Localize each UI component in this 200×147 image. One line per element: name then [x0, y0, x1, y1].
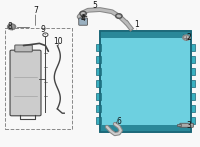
Bar: [96, 56, 101, 63]
Circle shape: [7, 24, 16, 30]
Text: 10: 10: [53, 37, 63, 46]
FancyBboxPatch shape: [10, 50, 41, 116]
Bar: [100, 31, 191, 132]
Text: 4: 4: [81, 14, 86, 23]
Text: 6: 6: [116, 117, 121, 126]
Bar: [96, 80, 101, 87]
Text: 9: 9: [41, 25, 46, 34]
Bar: [191, 44, 195, 51]
Bar: [191, 68, 195, 75]
Bar: [96, 68, 101, 75]
Text: 3: 3: [186, 121, 191, 130]
Bar: [177, 124, 181, 126]
Bar: [191, 93, 195, 100]
Bar: [191, 56, 195, 63]
Text: 2: 2: [186, 33, 191, 42]
Bar: [100, 125, 191, 132]
FancyBboxPatch shape: [180, 123, 193, 127]
Bar: [100, 31, 191, 38]
Circle shape: [182, 35, 190, 41]
Text: 7: 7: [33, 6, 38, 15]
Bar: [5, 28, 72, 129]
FancyBboxPatch shape: [79, 18, 87, 25]
Bar: [191, 117, 195, 124]
Bar: [96, 93, 101, 100]
Bar: [100, 31, 191, 132]
Circle shape: [184, 36, 189, 39]
Text: 1: 1: [134, 20, 139, 29]
Bar: [96, 117, 101, 124]
Text: 8: 8: [7, 22, 12, 31]
Bar: [191, 80, 195, 87]
Text: 5: 5: [93, 1, 97, 10]
Bar: [96, 105, 101, 112]
Bar: [191, 105, 195, 112]
Circle shape: [9, 25, 14, 29]
FancyBboxPatch shape: [15, 45, 32, 52]
Bar: [96, 44, 101, 51]
